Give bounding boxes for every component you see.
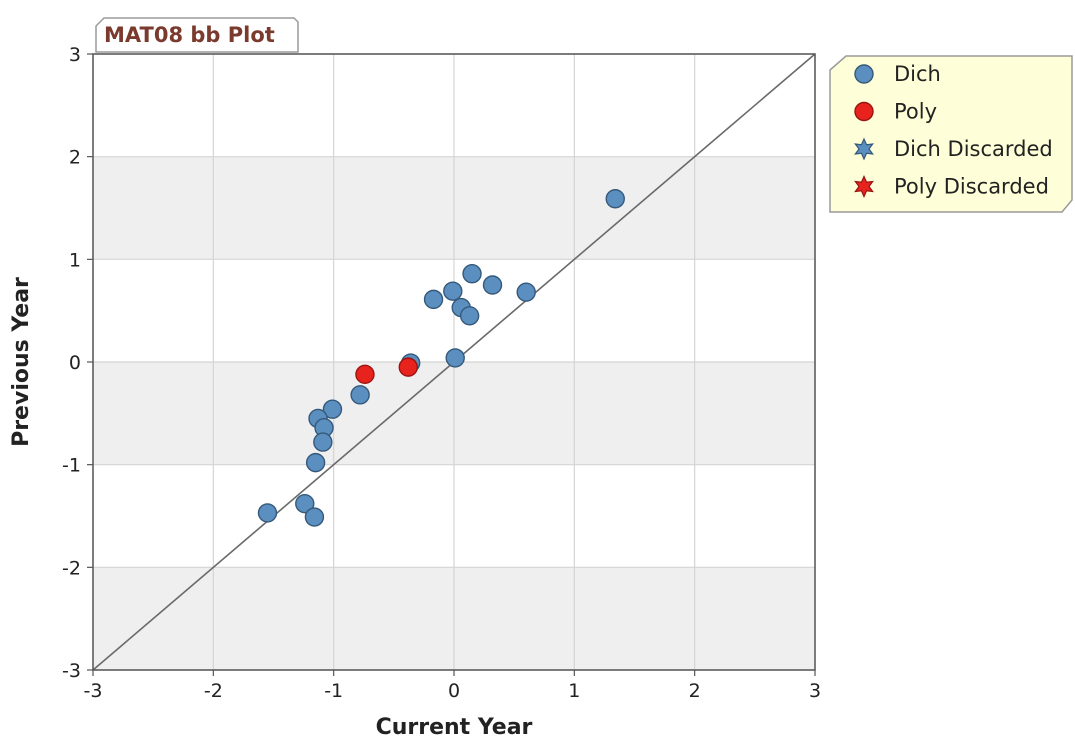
y-tick-label: 0 [69, 352, 81, 374]
y-tick-label: -3 [62, 660, 81, 682]
data-point-dich[interactable] [350, 385, 370, 405]
data-point-dich[interactable] [516, 282, 536, 302]
data-point-dich[interactable] [313, 432, 333, 452]
legend-label-dich-discarded: Dich Discarded [894, 137, 1053, 161]
legend: Dich Poly Dich Discarded Poly Discarded [829, 55, 1073, 213]
data-point-dich[interactable] [482, 275, 503, 295]
legend-label-dich: Dich [894, 62, 941, 86]
y-tick-label: -1 [62, 455, 81, 477]
data-point-dich[interactable] [462, 264, 482, 284]
axis-ticks: -3 -2 -1 0 1 2 3 -3 -2 -1 0 1 2 3 [62, 44, 821, 702]
data-point-dich[interactable] [304, 507, 325, 527]
chart-title: MAT08 bb Plot [104, 23, 275, 47]
x-axis-title: Current Year [376, 715, 533, 740]
legend-marker-poly [854, 101, 874, 122]
data-point-dich[interactable] [445, 348, 465, 368]
chart-title-tab: MAT08 bb Plot [95, 17, 299, 53]
x-tick-label: 3 [809, 680, 821, 702]
data-point-poly[interactable] [355, 364, 375, 385]
x-tick-label: -1 [324, 680, 343, 702]
data-point-dich[interactable] [257, 503, 278, 523]
legend-marker-dich [854, 64, 874, 84]
data-point-dich[interactable] [605, 189, 625, 209]
data-points [257, 189, 625, 527]
y-tick-label: 1 [69, 249, 81, 271]
y-tick-label: 3 [69, 44, 81, 66]
legend-label-poly-discarded: Poly Discarded [894, 175, 1049, 199]
y-tick-label: 2 [69, 147, 81, 169]
x-tick-label: 2 [689, 680, 701, 702]
x-tick-label: -2 [204, 680, 223, 702]
data-point-dich[interactable] [322, 399, 343, 419]
y-tick-label: -2 [62, 557, 81, 579]
data-point-dich[interactable] [443, 281, 463, 301]
legend-star-icon-dich-discarded [854, 137, 874, 161]
x-tick-label: 0 [448, 680, 460, 702]
data-point-dich[interactable] [305, 452, 326, 473]
data-point-dich[interactable] [423, 289, 444, 310]
y-axis-title: Previous Year [9, 277, 34, 447]
legend-label-poly: Poly [894, 100, 937, 124]
x-tick-label: -3 [84, 680, 103, 702]
x-tick-label: 1 [568, 680, 580, 702]
data-point-dich[interactable] [459, 306, 480, 326]
data-point-poly[interactable] [398, 357, 418, 377]
data-point-dich[interactable] [295, 493, 315, 514]
legend-star-icon-poly-discarded [854, 175, 874, 198]
